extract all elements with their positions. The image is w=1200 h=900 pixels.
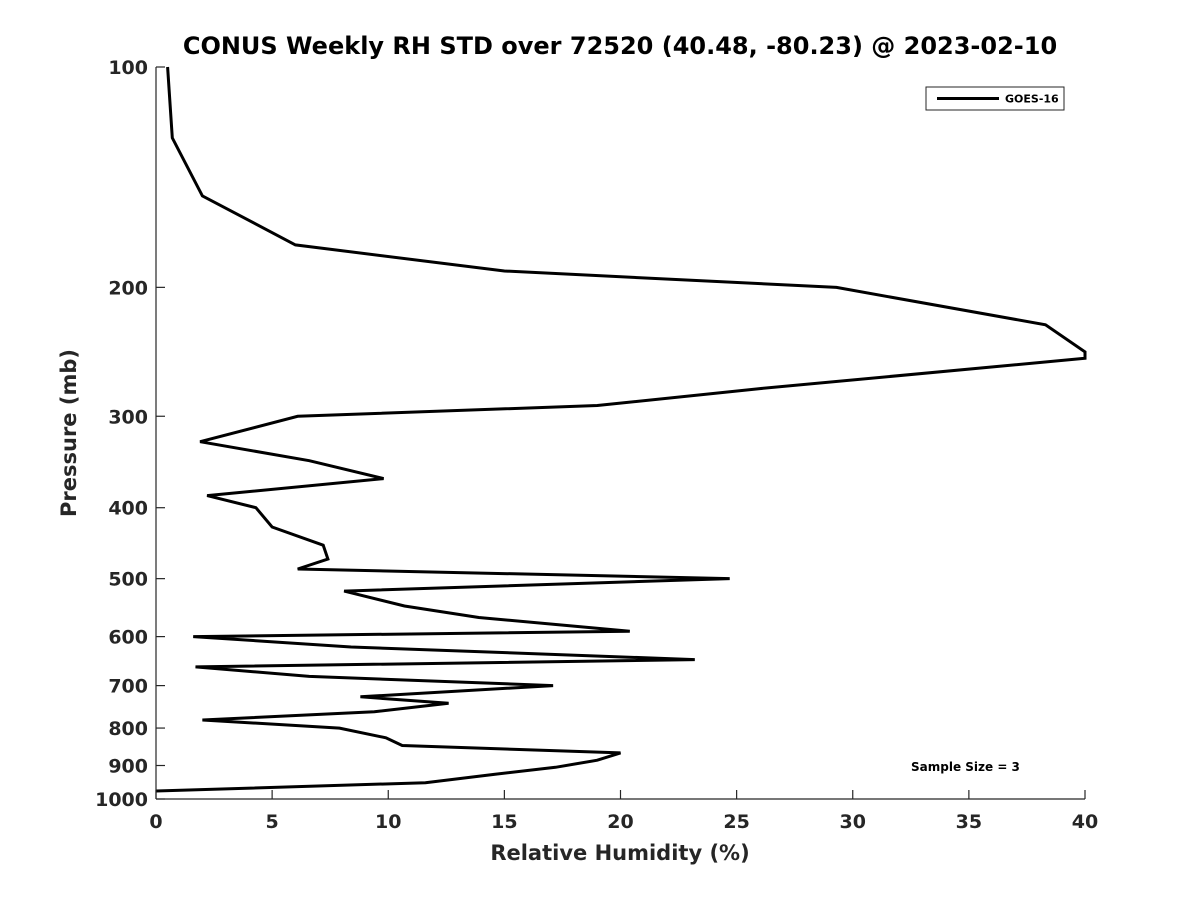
y-tick-label: 500 <box>108 569 148 591</box>
axis-ticks: 0 5 10 15 20 25 30 35 40 100 200 300 400 500 600 700 800… <box>95 57 1098 833</box>
legend-label-goes-16: GOES-16 <box>1005 93 1059 106</box>
x-tick-label: 10 <box>375 811 401 833</box>
y-axis-label: Pressure (mb) <box>57 349 81 517</box>
y-tick-label: 300 <box>108 406 148 428</box>
y-tick-label: 400 <box>108 498 148 520</box>
y-tick-label: 200 <box>108 277 148 299</box>
x-tick-label: 0 <box>149 811 162 833</box>
series-line-goes-16 <box>155 66 1087 793</box>
legend: GOES-16 <box>925 86 1065 111</box>
x-tick-label: 25 <box>723 811 749 833</box>
y-tick-label: 800 <box>108 718 148 740</box>
x-tick-label: 5 <box>266 811 279 833</box>
x-tick-label: 20 <box>607 811 633 833</box>
y-tick-label: 600 <box>108 627 148 649</box>
x-axis-label: Relative Humidity (%) <box>490 841 749 865</box>
x-tick-label: 15 <box>491 811 517 833</box>
y-tick-label: 1000 <box>95 789 148 811</box>
x-tick-label: 35 <box>956 811 982 833</box>
sample-size-annotation: Sample Size = 3 <box>911 760 1020 774</box>
y-tick-label: 100 <box>108 57 148 79</box>
x-tick-label: 40 <box>1072 811 1098 833</box>
y-tick-label: 700 <box>108 676 148 698</box>
chart-title: CONUS Weekly RH STD over 72520 (40.48, -… <box>183 32 1057 60</box>
x-tick-label: 30 <box>840 811 866 833</box>
y-tick-label: 900 <box>108 756 148 778</box>
